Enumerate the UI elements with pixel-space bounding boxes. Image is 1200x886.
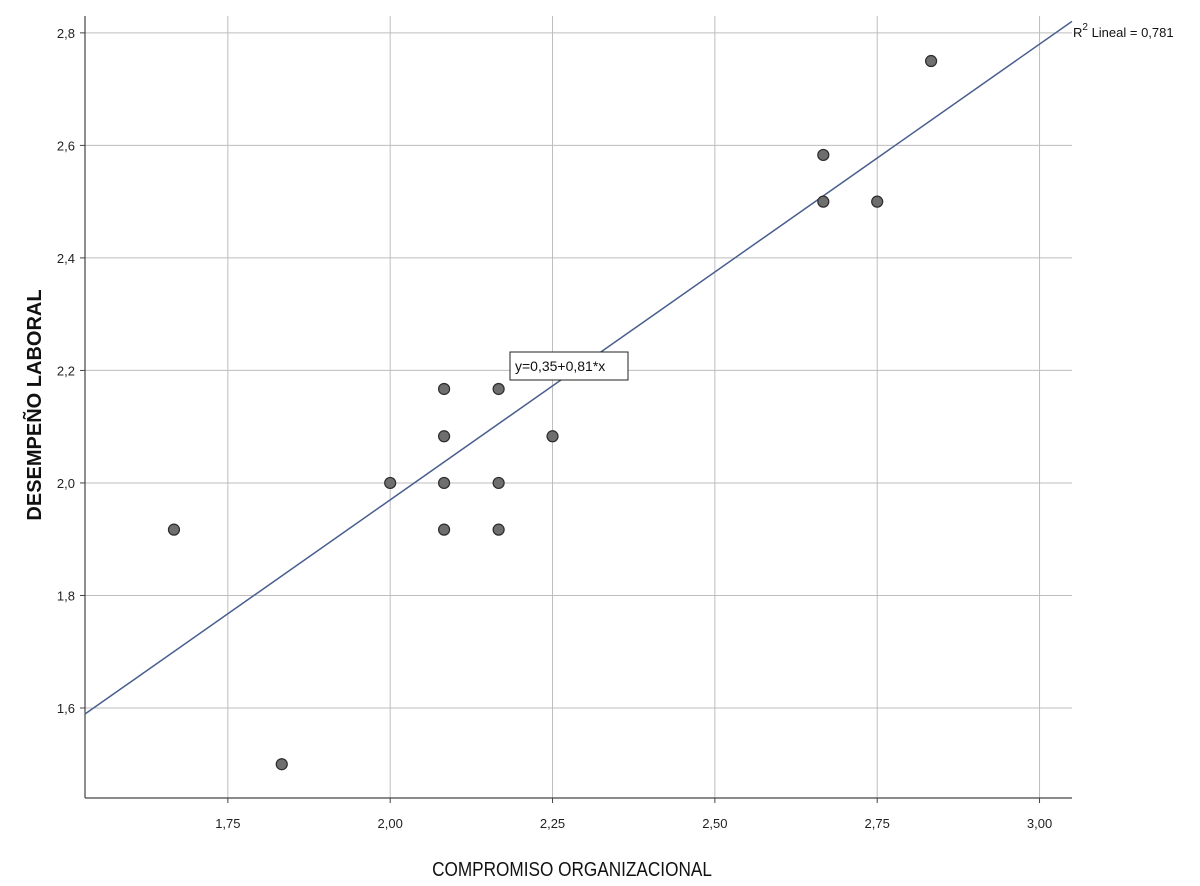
x-tick-label: 3,00 bbox=[1027, 816, 1052, 831]
equation-label: y=0,35+0,81*x bbox=[515, 358, 605, 374]
data-point bbox=[817, 195, 830, 208]
data-point bbox=[437, 523, 451, 536]
y-tick-label: 2,0 bbox=[57, 476, 75, 491]
data-point bbox=[924, 54, 938, 68]
y-tick-label: 1,8 bbox=[57, 588, 75, 603]
points-layer bbox=[167, 54, 938, 771]
grid-layer bbox=[85, 16, 1072, 798]
data-point bbox=[492, 476, 505, 490]
x-tick-label: 2,75 bbox=[865, 816, 890, 831]
data-point bbox=[492, 382, 505, 396]
data-point bbox=[384, 476, 397, 490]
r-squared-value: Lineal = 0,781 bbox=[1088, 25, 1174, 40]
data-point bbox=[437, 382, 451, 396]
data-point bbox=[437, 430, 451, 443]
data-point bbox=[871, 195, 884, 208]
ticks-layer: 1,75 2,00 2,25 2,50 2,75 3,00 1,6 1,8 2,0 2,2 2,4 2… bbox=[57, 26, 1052, 831]
y-tick-label: 2,2 bbox=[57, 363, 75, 378]
x-tick-label: 1,75 bbox=[215, 816, 240, 831]
r-squared-symbol: R bbox=[1073, 25, 1082, 40]
r-squared-superscript: 2 bbox=[1082, 22, 1088, 33]
equation-box bbox=[509, 351, 629, 381]
y-tick-label: 2,8 bbox=[57, 26, 75, 41]
r-squared-label: R2 Lineal = 0,781 bbox=[1073, 22, 1174, 40]
data-point bbox=[275, 758, 288, 771]
data-point bbox=[492, 523, 505, 536]
data-point bbox=[437, 476, 451, 490]
x-tick-label: 2,25 bbox=[540, 816, 565, 831]
y-tick-label: 2,4 bbox=[57, 251, 75, 266]
y-tick-label: 2,6 bbox=[57, 138, 75, 153]
data-point bbox=[546, 430, 559, 443]
axes-layer bbox=[84, 16, 1072, 799]
x-axis-title: COMPROMISO ORGANIZACIONAL bbox=[432, 858, 712, 881]
y-axis-title: DESEMPEÑO LABORAL bbox=[23, 289, 46, 520]
equation-label-box: y=0,35+0,81*x bbox=[509, 351, 629, 381]
x-tick-label: 2,50 bbox=[702, 816, 727, 831]
data-point bbox=[817, 148, 830, 162]
x-tick-label: 2,00 bbox=[378, 816, 403, 831]
y-tick-label: 1,6 bbox=[57, 701, 75, 716]
data-point bbox=[167, 523, 181, 536]
